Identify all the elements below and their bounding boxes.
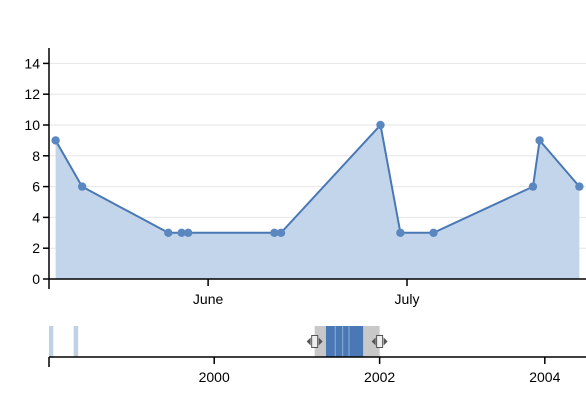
brush-handle-left[interactable] bbox=[306, 335, 323, 348]
context-chart[interactable]: 2000 2002 2004 bbox=[48, 326, 586, 385]
y-tick-label: 8 bbox=[32, 148, 40, 164]
y-tick-label: 14 bbox=[24, 55, 40, 71]
context-x-tick-label: 2004 bbox=[529, 369, 560, 385]
focus-chart: 0 2 4 6 8 10 12 14 June July bbox=[24, 48, 586, 307]
data-point bbox=[270, 228, 279, 237]
context-data-band bbox=[49, 326, 54, 357]
brush-data-fill bbox=[325, 326, 364, 357]
data-point bbox=[535, 136, 544, 145]
data-point bbox=[77, 182, 87, 191]
y-tick-label: 12 bbox=[24, 86, 40, 102]
y-tick-label: 6 bbox=[32, 179, 40, 195]
y-tick-label: 4 bbox=[32, 209, 40, 225]
data-point bbox=[276, 228, 286, 237]
brush-handle-right[interactable] bbox=[371, 335, 388, 348]
data-point bbox=[575, 182, 584, 191]
x-axis: June July bbox=[48, 278, 586, 307]
x-tick-label: June bbox=[193, 291, 224, 307]
data-point bbox=[184, 228, 193, 237]
data-point bbox=[177, 228, 186, 237]
data-point bbox=[164, 228, 173, 237]
context-data-band bbox=[73, 326, 79, 357]
data-point bbox=[429, 228, 438, 237]
data-point bbox=[528, 182, 538, 191]
y-tick-label: 10 bbox=[24, 117, 40, 133]
y-tick-label: 2 bbox=[32, 240, 40, 256]
brush[interactable] bbox=[306, 326, 388, 357]
y-axis: 0 2 4 6 8 10 12 14 bbox=[24, 48, 50, 287]
data-point bbox=[51, 136, 60, 145]
x-tick-label: July bbox=[395, 291, 420, 307]
data-point bbox=[376, 120, 385, 130]
context-x-tick-label: 2000 bbox=[199, 369, 230, 385]
context-x-axis: 2000 2002 2004 bbox=[48, 356, 586, 385]
area-fill bbox=[55, 125, 580, 279]
y-tick-label: 0 bbox=[32, 271, 40, 287]
data-point bbox=[396, 228, 405, 237]
context-x-tick-label: 2002 bbox=[364, 369, 395, 385]
data-points bbox=[51, 120, 584, 237]
